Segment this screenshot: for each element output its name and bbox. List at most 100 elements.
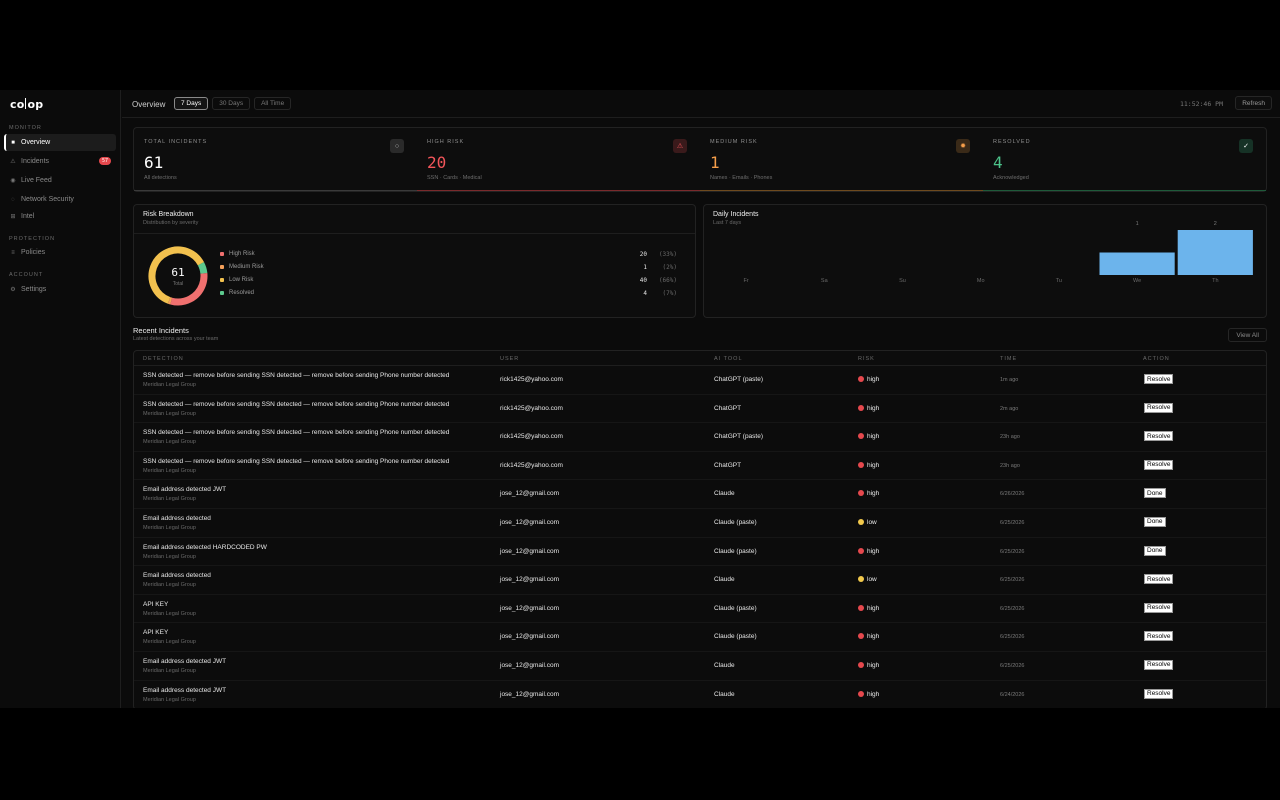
legend-row-low: Low Risk 40 (66%) — [220, 275, 686, 285]
section-label-account: ACCOUNT — [9, 272, 44, 278]
resolve-button[interactable]: Resolve — [1144, 374, 1174, 384]
detection-text: Email address detected JWT — [143, 657, 227, 665]
risk-level: high — [867, 690, 880, 698]
bar-th[interactable] — [1177, 230, 1253, 275]
sidebar-item-overview[interactable]: ■ Overview — [4, 134, 116, 151]
done-button[interactable]: Done — [1144, 516, 1166, 527]
ai-tool: Claude — [714, 490, 735, 498]
refresh-button[interactable]: Refresh — [1235, 96, 1272, 110]
column-header-ai-tool[interactable]: AI TOOL — [714, 356, 743, 362]
table-row[interactable]: Email address detected HARDCODED PW Merid… — [134, 538, 1266, 567]
sidebar-item-incidents[interactable]: ⚠ Incidents 57 — [4, 153, 116, 170]
sidebar-item-policies[interactable]: ≡ Policies — [4, 244, 116, 261]
resolve-button[interactable]: Resolve — [1144, 659, 1174, 670]
risk-breakdown-panel: Risk Breakdown Distribution by severity … — [133, 204, 696, 318]
risk-level: high — [867, 376, 880, 383]
table-row[interactable]: Email address detected JWT Meridian Legal… — [134, 480, 1266, 509]
done-button[interactable]: Done — [1144, 488, 1166, 499]
risk-dot-icon — [858, 547, 864, 554]
table-row[interactable]: Email address detected JWT Meridian Legal… — [134, 681, 1266, 708]
risk-cell: high — [858, 633, 879, 640]
donut-total: 61 — [171, 265, 185, 279]
stat-value: 1 — [710, 153, 720, 172]
stat-card-resolved[interactable]: RESOLVED 4 Acknowledged ✓ — [983, 128, 1266, 191]
table-row[interactable]: SSN detected — remove before sending SSN… — [134, 452, 1266, 481]
user-email: jose_12@gmail.com — [500, 518, 559, 526]
table-row[interactable]: Email address detected Meridian Legal Gro… — [134, 509, 1266, 538]
resolve-button[interactable]: Resolve — [1144, 431, 1174, 442]
sidebar-item-intel[interactable]: ⊞ Intel — [4, 208, 116, 225]
resolve-button[interactable]: Resolve — [1144, 631, 1174, 642]
bar-value-label: 1 — [1136, 221, 1139, 227]
time-text: 6/25/2026 — [1000, 519, 1025, 526]
table-row[interactable]: SSN detected — remove before sending SSN… — [134, 395, 1266, 424]
incidents-count-badge: 57 — [98, 157, 111, 165]
resolve-button[interactable]: Resolve — [1144, 602, 1174, 613]
column-header-user[interactable]: USER — [500, 356, 520, 362]
time-text: 6/24/2026 — [1000, 691, 1025, 698]
column-header-time[interactable]: TIME — [1000, 356, 1018, 362]
legend-pct: (2%) — [662, 263, 677, 271]
risk-level: high — [867, 661, 880, 669]
time-text: 6/25/2026 — [1000, 605, 1025, 612]
detection-text: Email address detected JWT — [143, 686, 227, 694]
stat-card-high-risk[interactable]: HIGH RISK 20 SSN · Cards · Medical ⚠ — [417, 128, 700, 191]
risk-level: high — [867, 633, 880, 641]
page-title: Overview — [132, 100, 166, 109]
tab-7-days[interactable]: 7 Days — [174, 97, 209, 110]
table-header: DETECTION USER AI TOOL RISK TIME ACTION — [134, 351, 1266, 366]
x-tick-label: Sa — [821, 278, 829, 284]
column-header-detection[interactable]: DETECTION — [143, 356, 184, 362]
table-row[interactable]: SSN detected — remove before sending SSN… — [134, 423, 1266, 452]
column-header-action[interactable]: ACTION — [1143, 356, 1170, 362]
circle-icon: ○ — [390, 139, 404, 153]
daily-incidents-panel: Daily Incidents Last 7 days Fr Sa Su Mo Tu 1 W… — [703, 204, 1267, 318]
risk-dot-icon — [858, 404, 864, 411]
table-row[interactable]: Email address detected JWT Meridian Legal… — [134, 652, 1266, 681]
user-email: jose_12@gmail.com — [500, 661, 559, 669]
sidebar-item-network-security[interactable]: ◌ Network Security — [4, 191, 116, 208]
donut-slice-high-risk[interactable] — [147, 245, 209, 307]
sidebar-item-label: Network Security — [21, 196, 74, 203]
warning-icon: ⚠ — [673, 139, 687, 153]
legend-row-resolved: Resolved 4 (7%) — [220, 288, 686, 298]
stat-card-medium-risk[interactable]: MEDIUM RISK 1 Names · Emails · Phones ✹ — [700, 128, 983, 191]
time-text: 6/25/2026 — [1000, 662, 1025, 669]
stat-card-total[interactable]: TOTAL INCIDENTS 61 All detections ○ — [134, 128, 417, 191]
donut-slice-medium-risk[interactable] — [147, 245, 209, 307]
risk-cell: low — [858, 518, 877, 526]
resolve-button[interactable]: Resolve — [1144, 459, 1174, 470]
user-email: jose_12@gmail.com — [500, 490, 559, 498]
logo[interactable]: co op — [10, 98, 43, 111]
stat-sub: SSN · Cards · Medical — [427, 175, 482, 181]
done-button[interactable]: Done — [1144, 545, 1166, 556]
resolve-button[interactable]: Resolve — [1144, 574, 1174, 585]
divider — [134, 233, 695, 234]
radio-icon: ◉ — [10, 178, 16, 184]
sidebar-item-live-feed[interactable]: ◉ Live Feed — [4, 172, 116, 189]
legend-label: Low Risk — [229, 277, 254, 283]
sidebar-item-label: Overview — [21, 139, 51, 146]
sidebar-item-settings[interactable]: ⚙ Settings — [4, 281, 116, 298]
tab-all-time[interactable]: All Time — [254, 97, 292, 110]
table-row[interactable]: SSN detected — remove before sending SSN… — [134, 366, 1266, 395]
x-tick-label: Fr — [743, 278, 748, 284]
column-header-risk[interactable]: RISK — [858, 356, 875, 362]
table-row[interactable]: API KEY Meridian Legal Group jose_12@gmail… — [134, 595, 1266, 624]
organization-text: Meridian Legal Group — [143, 553, 196, 560]
grid-icon: ⊞ — [10, 214, 16, 220]
risk-cell: high — [858, 433, 879, 440]
ai-tool: Claude (paste) — [714, 547, 757, 555]
resolve-button[interactable]: Resolve — [1144, 402, 1174, 413]
table-row[interactable]: API KEY Meridian Legal Group jose_12@gmail… — [134, 623, 1266, 652]
organization-text: Meridian Legal Group — [143, 696, 196, 703]
bar-we[interactable] — [1099, 252, 1175, 276]
tab-30-days[interactable]: 30 Days — [212, 97, 251, 110]
resolve-button[interactable]: Resolve — [1144, 688, 1174, 699]
risk-level: high — [867, 404, 880, 412]
check-icon: ✓ — [1239, 139, 1253, 153]
detection-text: Email address detected HARDCODED PW — [143, 543, 267, 551]
view-all-button[interactable]: View All — [1228, 328, 1267, 342]
legend-row-high: High Risk 20 (33%) — [220, 249, 686, 259]
table-row[interactable]: Email address detected Meridian Legal Gro… — [134, 566, 1266, 595]
